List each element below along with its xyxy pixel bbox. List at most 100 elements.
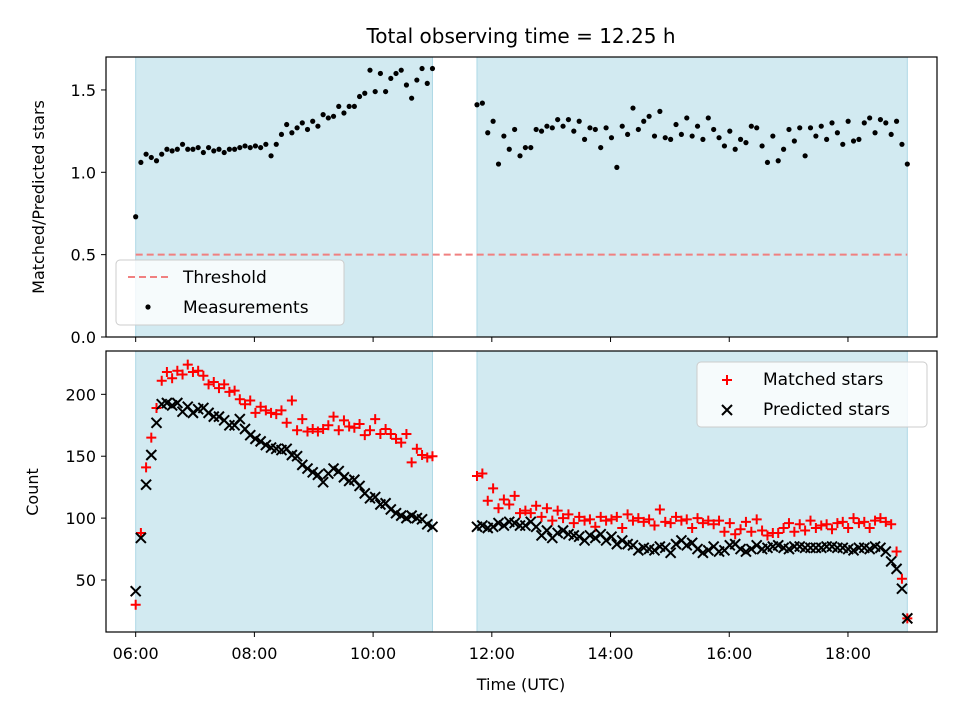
measurement-point <box>506 146 512 152</box>
predicted-star-point <box>702 544 714 557</box>
measurement-point <box>474 102 480 108</box>
observing-window <box>476 56 908 338</box>
measurement-point <box>668 136 674 142</box>
measurement-point <box>824 136 830 142</box>
measurement-point <box>479 100 485 106</box>
measurement-point <box>786 126 792 133</box>
predicted-star-point <box>234 413 246 425</box>
matched-star-point <box>141 462 152 473</box>
matched-star-point <box>286 395 297 406</box>
measurement-point <box>807 125 814 131</box>
threshold-legend-label: Threshold <box>182 268 267 288</box>
measurement-point <box>388 75 394 82</box>
matched-star-point <box>896 573 907 584</box>
measurement-point <box>367 67 373 73</box>
measurement-point <box>538 128 545 134</box>
matched-star-point <box>724 518 735 529</box>
measurement-point <box>304 126 311 133</box>
measurement-point <box>743 140 749 146</box>
matched-star-point <box>224 386 235 397</box>
matched-star-point <box>193 365 204 376</box>
predicted-star-point <box>385 503 397 516</box>
measurement-point <box>748 123 754 129</box>
matched-star-point <box>848 513 859 524</box>
matched-star-point <box>875 513 886 524</box>
matched-star-point <box>832 518 843 529</box>
predicted-star-point <box>589 532 602 544</box>
predicted-star-point <box>573 530 585 543</box>
measurement-point <box>485 130 491 136</box>
measurement-point <box>200 149 206 156</box>
measurement-point <box>829 120 835 126</box>
matched-star-point <box>649 520 660 531</box>
matched-star-point <box>130 599 141 610</box>
measurement-point <box>904 161 910 167</box>
measurement-point <box>138 159 144 166</box>
measurement-point <box>377 70 383 77</box>
matched-star-point <box>606 514 617 525</box>
count-plot-frame <box>105 350 938 633</box>
measurement-point <box>560 123 566 129</box>
matched-star-point <box>891 546 902 557</box>
matched-star-point <box>203 379 214 390</box>
matched-star-point <box>482 495 493 506</box>
matched-star-point <box>853 518 864 529</box>
measurement-point <box>263 141 269 147</box>
predicted-star-point <box>145 449 158 461</box>
matched-star-point <box>333 425 344 436</box>
y-tick-label: 100 <box>65 509 96 528</box>
predicted-star-point <box>874 542 887 554</box>
measurement-point <box>320 112 326 118</box>
predicted-star-point <box>291 450 303 462</box>
legend-box <box>696 361 928 428</box>
predicted-star-point <box>171 397 184 409</box>
matched-star-point <box>182 359 193 370</box>
matched-star-point <box>161 367 172 378</box>
matched-star-point <box>151 402 162 413</box>
matched-star-point <box>719 526 730 537</box>
matched-star-point <box>338 415 349 426</box>
matched-star-point <box>558 513 569 524</box>
matched-star-point <box>318 423 329 434</box>
matched-star-point <box>302 426 313 437</box>
predicted-star-point <box>901 612 914 625</box>
predicted-star-point <box>202 407 215 419</box>
measurement-point <box>252 143 259 149</box>
matched-star-point <box>396 437 407 448</box>
x-axis-label: Time (UTC) <box>476 675 565 694</box>
measurement-point <box>555 116 561 123</box>
matched-star-point <box>671 511 682 522</box>
matched-star-point <box>328 411 339 422</box>
matched-star-point <box>665 518 676 529</box>
matched-star-point <box>359 430 370 441</box>
predicted-star-point <box>140 478 152 491</box>
measurement-point <box>818 123 824 129</box>
matched-star-point <box>783 518 794 529</box>
measurement-point <box>641 118 647 124</box>
predicted-star-point <box>254 435 267 448</box>
measurement-point <box>721 143 728 149</box>
x-tick-label: 14:00 <box>587 644 633 663</box>
measurement-point <box>764 159 771 166</box>
measurement-point <box>646 113 652 119</box>
measurement-point <box>237 144 243 151</box>
matched-star-point <box>638 516 649 527</box>
measurement-point <box>571 128 577 134</box>
measurement-point <box>630 105 636 111</box>
measurement-point <box>603 125 609 131</box>
measurement-point <box>592 126 598 133</box>
measurement-point <box>419 65 425 72</box>
matched-star-point <box>740 516 751 527</box>
measurement-point <box>512 126 518 133</box>
predicted-star-point <box>369 491 381 503</box>
measurement-point <box>190 146 196 152</box>
predicted-star-point <box>301 462 314 475</box>
predicted-legend-swatch <box>721 404 733 416</box>
measurement-point <box>221 149 227 156</box>
measurement-point <box>403 82 410 88</box>
measurement-point <box>635 126 641 133</box>
measurement-point <box>242 143 248 149</box>
measurement-point <box>372 88 378 95</box>
measurement-point <box>614 164 620 170</box>
